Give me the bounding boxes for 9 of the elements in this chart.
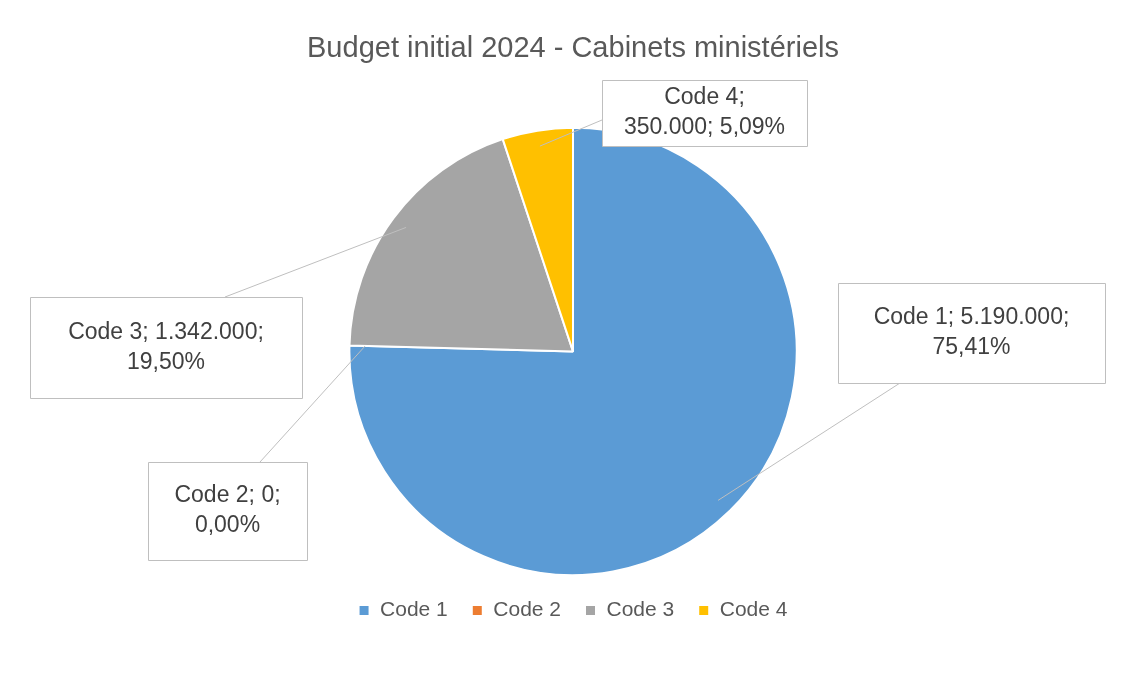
legend-label: Code 4 <box>719 597 788 621</box>
chart-title: Budget initial 2024 - Cabinets ministériels <box>307 31 839 64</box>
legend-label: Code 2 <box>493 597 561 621</box>
data-label: Code 4; 350.000; 5,09% <box>623 83 786 140</box>
data-label: Code 1; 5.190.000; 75,41% <box>873 303 1070 360</box>
legend-label: Code 3 <box>606 597 675 621</box>
text: Code 2; 0; 0,00% <box>174 481 281 538</box>
legend-label: Code 1 <box>380 597 448 621</box>
data-label: Code 3; 1.342.000; 19,50% <box>68 317 264 374</box>
